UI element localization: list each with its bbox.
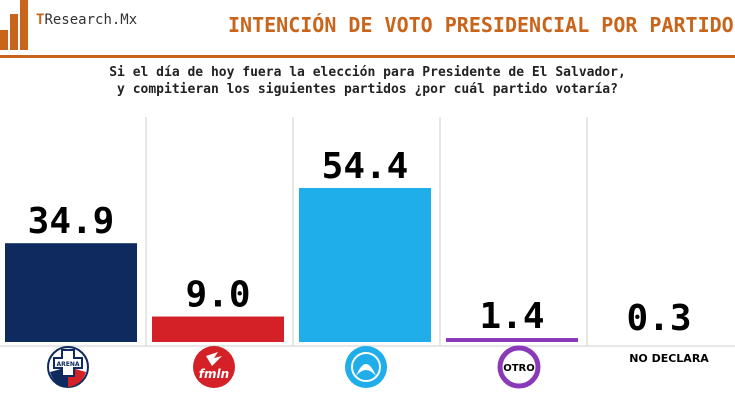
nuevas-ideas-logo-icon [345, 346, 387, 388]
header-rule [0, 55, 735, 58]
survey-question: Si el día de hoy fuera la elección para … [0, 64, 735, 98]
value-label: 54.4 [322, 146, 409, 187]
svg-text:OTRO: OTRO [503, 363, 535, 374]
brand-name: TResearch.Mx [36, 12, 138, 28]
otro-circle-icon: OTRO [497, 345, 541, 389]
arena-logo-icon: ARENA [47, 346, 89, 388]
header: TResearch.Mx INTENCIÓN DE VOTO PRESIDENC… [0, 0, 735, 58]
category-label-no-declara: NO DECLARA [629, 352, 709, 365]
svg-text:fmln: fmln [199, 367, 229, 381]
value-label: 1.4 [479, 296, 544, 337]
value-label: 0.3 [626, 298, 691, 339]
bar-fmln [152, 316, 284, 342]
svg-text:ARENA: ARENA [56, 361, 79, 368]
value-label: 34.9 [28, 201, 115, 242]
bar-nuevas-ideas [299, 188, 431, 342]
question-line-1: Si el día de hoy fuera la elección para … [109, 65, 626, 80]
question-line-2: y compitieran los siguientes partidos ¿p… [117, 82, 618, 97]
page-title: INTENCIÓN DE VOTO PRESIDENCIAL POR PARTI… [228, 13, 734, 37]
fmln-logo-icon: fmln [193, 346, 235, 388]
bar-arena [5, 243, 137, 342]
bar-otro [446, 338, 578, 342]
value-label: 9.0 [185, 275, 250, 316]
tresearch-logo-icon [0, 0, 28, 50]
